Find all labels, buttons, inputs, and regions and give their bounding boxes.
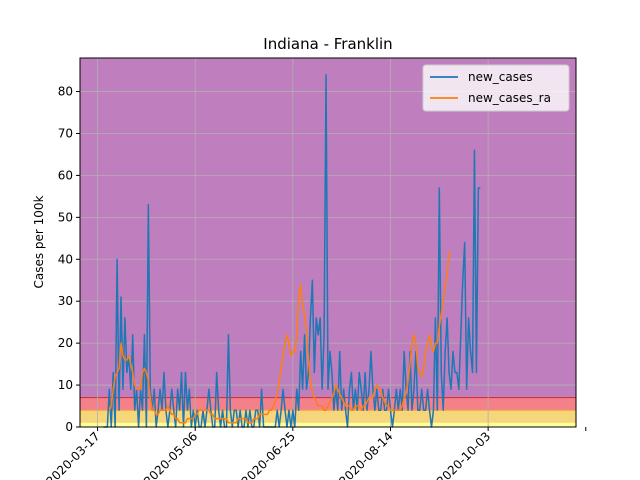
y-axis: 0 10 20 30 40 50 60 70 80	[58, 85, 80, 434]
x-tick-label-2: 2020-06-25	[239, 429, 298, 480]
y-tick-label-4: 40	[58, 252, 73, 266]
y-tick-label-5: 50	[58, 210, 73, 224]
y-axis-label: Cases per 100k	[32, 195, 46, 288]
band-2	[80, 397, 576, 411]
y-tick-label-3: 30	[58, 294, 73, 308]
legend: new_cases new_cases_ra	[422, 64, 570, 112]
chart-title: Indiana - Franklin	[263, 35, 392, 53]
band-0	[80, 422, 576, 427]
legend-label-new_cases: new_cases	[468, 70, 533, 84]
y-tick-label-0: 0	[65, 420, 73, 434]
y-tick-label-7: 70	[58, 126, 73, 140]
x-tick-label-1: 2020-05-06	[141, 429, 200, 480]
series-new_cases	[103, 74, 481, 428]
y-tick-label-2: 20	[58, 336, 73, 350]
plot-frame	[79, 57, 577, 428]
series-lines	[103, 74, 481, 428]
x-tick-label-4: 2020-10-03	[434, 429, 493, 480]
x-axis: 2020-03-17 2020-05-06 2020-06-25 2020-08-14…	[43, 427, 587, 480]
legend-label-new_cases_ra: new_cases_ra	[468, 91, 551, 105]
legend-box	[422, 64, 570, 112]
x-tick-label-3: 2020-08-14	[336, 429, 395, 480]
y-tick-label-1: 10	[58, 378, 73, 392]
y-tick-label-8: 80	[58, 85, 73, 99]
x-tick-label-0: 2020-03-17	[43, 429, 102, 480]
series-new_cases_ra	[108, 250, 450, 424]
y-tick-label-6: 60	[58, 168, 73, 182]
